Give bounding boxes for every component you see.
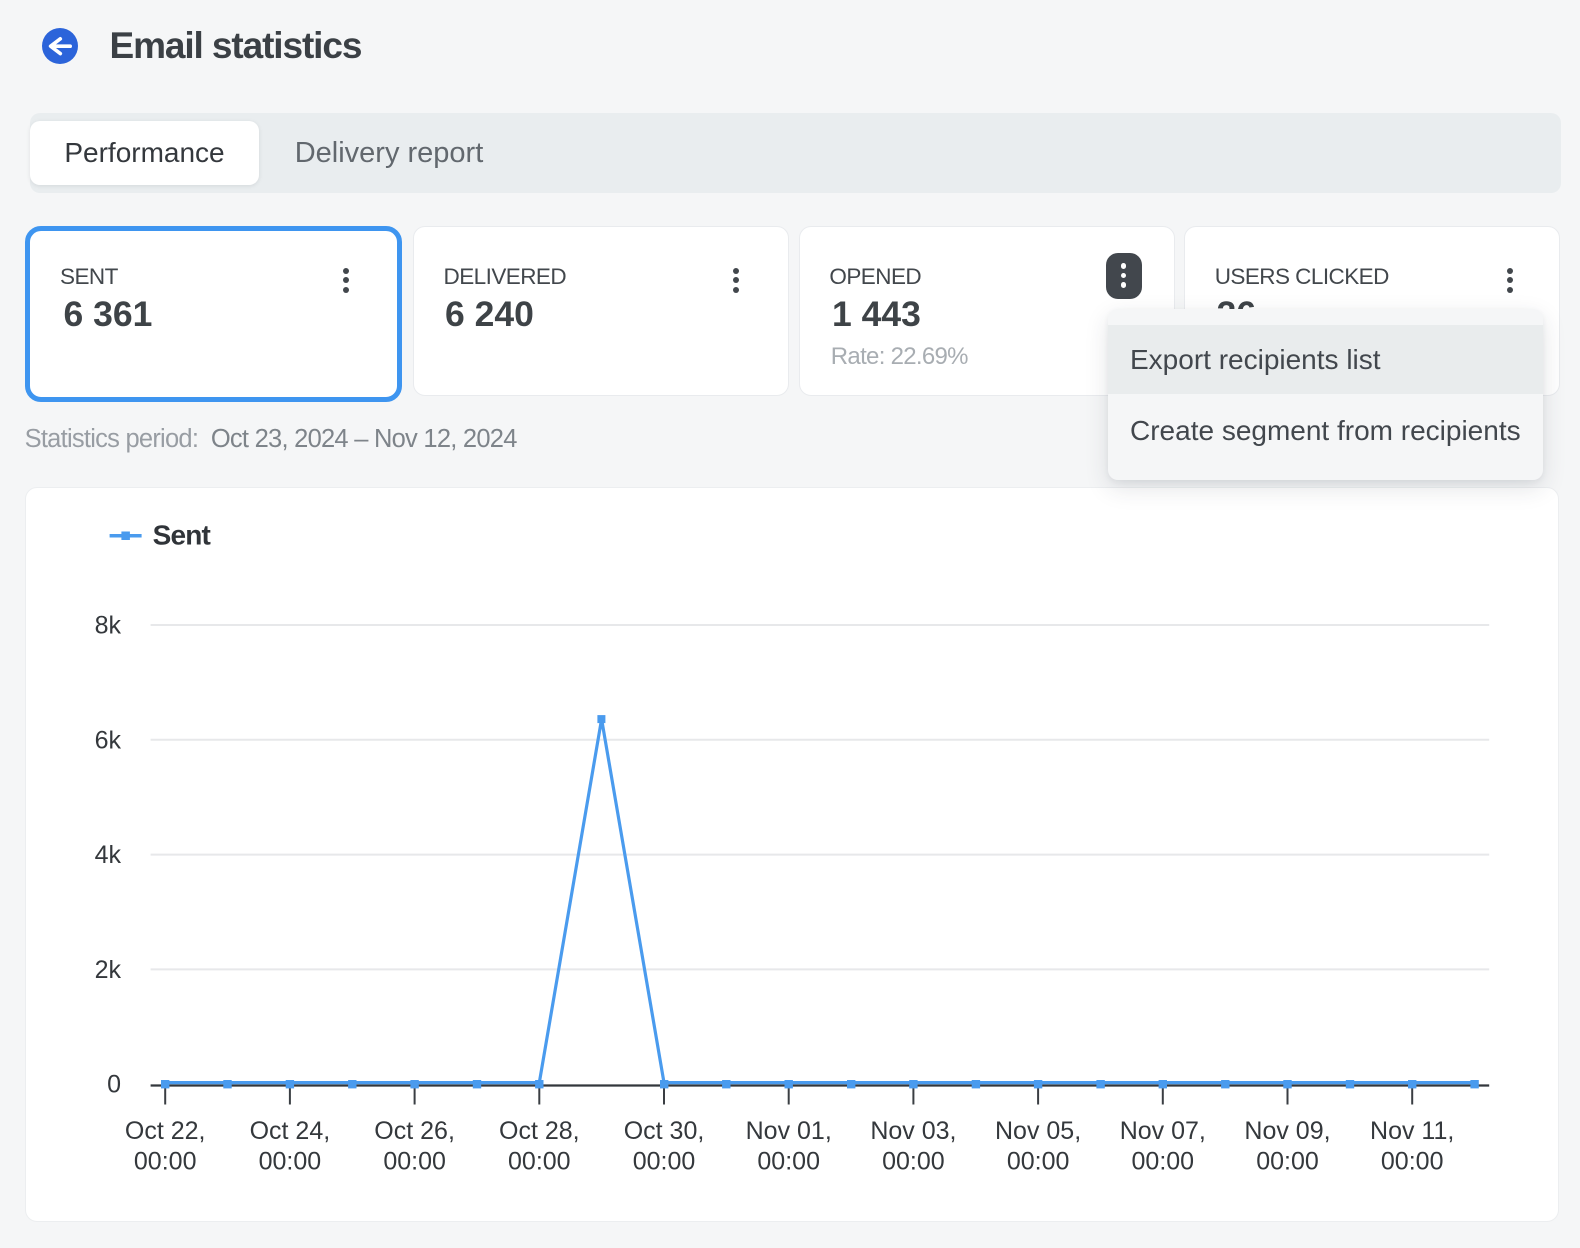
svg-text:6k: 6k (95, 727, 122, 755)
svg-text:Oct 22,00:00: Oct 22, 00:00 (125, 1117, 206, 1176)
svg-text:4k: 4k (95, 841, 122, 869)
svg-text:Nov 11,00:00: Nov 11, 00:00 (1370, 1117, 1454, 1176)
svg-text:8k: 8k (95, 612, 122, 640)
svg-text:Nov 09,00:00: Nov 09, 00:00 (1245, 1117, 1331, 1176)
svg-text:Oct 30,00:00: Oct 30, 00:00 (624, 1117, 705, 1176)
svg-text:Oct 28,00:00: Oct 28, 00:00 (499, 1117, 580, 1176)
svg-text:Nov 03,00:00: Nov 03, 00:00 (871, 1117, 957, 1176)
svg-text:Oct 24,00:00: Oct 24, 00:00 (250, 1117, 331, 1176)
svg-text:0: 0 (107, 1071, 121, 1099)
svg-text:Nov 05,00:00: Nov 05, 00:00 (995, 1117, 1081, 1176)
svg-text:Nov 07,00:00: Nov 07, 00:00 (1120, 1117, 1206, 1176)
svg-text:2k: 2k (95, 956, 122, 984)
svg-text:Sent: Sent (153, 520, 211, 551)
svg-text:Oct 26,00:00: Oct 26, 00:00 (375, 1117, 456, 1176)
svg-text:Nov 01,00:00: Nov 01, 00:00 (746, 1117, 832, 1176)
